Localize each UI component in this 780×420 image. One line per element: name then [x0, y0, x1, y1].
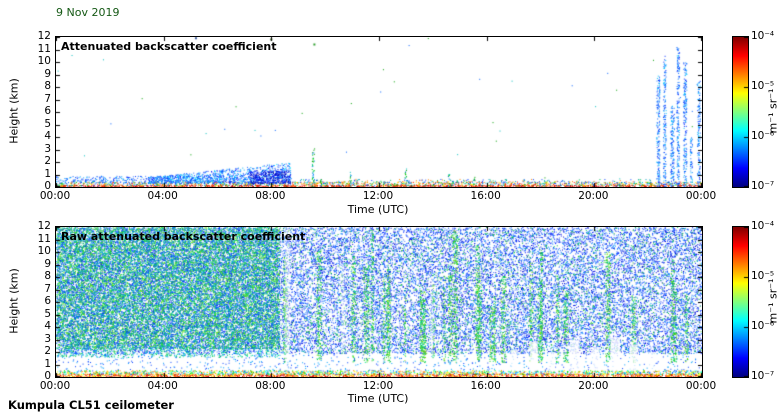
- x-tick-label: 00:00: [39, 380, 71, 392]
- y-tick-label: 9: [44, 257, 51, 270]
- x-tick-label: 08:00: [255, 380, 286, 392]
- colorbar-tick-label: 10⁻⁴: [751, 30, 775, 42]
- colorbar-tick-label: 10⁻⁶: [751, 130, 775, 142]
- bottom-panel-title: Raw attenuated backscatter coefficient: [61, 230, 306, 243]
- y-tick-label: 10: [37, 55, 51, 67]
- y-tick-label: 11: [37, 42, 51, 55]
- y-tick-label: 10: [37, 245, 51, 257]
- y-tick-label: 0: [44, 180, 51, 192]
- y-tick-label: 5: [44, 117, 51, 130]
- y-tick-label: 3: [44, 142, 51, 155]
- colorbar-bottom: [732, 226, 749, 378]
- y-tick-label: 2: [44, 155, 51, 167]
- colorbar-top: [732, 36, 749, 188]
- footer-label: Kumpula CL51 ceilometer: [8, 398, 174, 412]
- x-tick-label: 00:00: [685, 380, 717, 392]
- x-tick-label: 12:00: [362, 190, 394, 202]
- x-tick-label: 08:00: [255, 190, 286, 202]
- colorbar-tick-label: 10⁻⁷: [751, 180, 775, 192]
- x-tick-label: 00:00: [39, 190, 71, 202]
- y-tick-label: 11: [37, 232, 51, 245]
- attenuated-backscatter-heatmap: [56, 37, 702, 187]
- y-tick-label: 7: [44, 92, 51, 105]
- y-tick-label: 4: [44, 130, 51, 142]
- y-tick-label: 0: [44, 370, 51, 382]
- x-tick-label: 16:00: [470, 190, 501, 202]
- y-tick-label: 7: [44, 282, 51, 295]
- y-tick-label: 5: [44, 307, 51, 320]
- x-tick-label: 12:00: [362, 380, 394, 392]
- panel-attenuated-backscatter: Attenuated backscatter coefficient: [55, 36, 703, 188]
- colorbar-bottom-unit-label: m⁻¹ sr⁻¹: [766, 278, 780, 324]
- y-tick-label: 6: [44, 295, 51, 307]
- y-tick-label: 1: [44, 357, 51, 370]
- y-tick-label: 8: [44, 80, 51, 92]
- colorbar-tick-label: 10⁻⁴: [751, 220, 775, 232]
- colorbar-top-gradient: [733, 37, 748, 187]
- y-tick-label: 8: [44, 270, 51, 282]
- colorbar-tick-label: 10⁻⁵: [751, 80, 775, 92]
- y-tick-label: 9: [44, 67, 51, 80]
- x-tick-label: 04:00: [147, 380, 178, 392]
- y-tick-label: 3: [44, 332, 51, 345]
- x-tick-label: 16:00: [470, 380, 501, 392]
- y-tick-label: 2: [44, 345, 51, 357]
- x-tick-label: 00:00: [685, 190, 717, 202]
- y-tick-label: 12: [37, 220, 51, 232]
- raw-attenuated-backscatter-heatmap: [56, 227, 702, 377]
- bottom-y-axis-label: Height (km): [7, 268, 21, 334]
- bottom-x-axis-label: Time (UTC): [347, 392, 409, 405]
- top-panel-title: Attenuated backscatter coefficient: [61, 40, 277, 53]
- x-tick-label: 20:00: [578, 380, 609, 392]
- panel-raw-attenuated-backscatter: Raw attenuated backscatter coefficient: [55, 226, 703, 378]
- x-tick-label: 04:00: [147, 190, 178, 202]
- top-y-axis-label: Height (km): [7, 78, 21, 144]
- x-tick-label: 20:00: [578, 190, 609, 202]
- colorbar-top-unit-label: m⁻¹ sr⁻¹: [766, 88, 780, 134]
- y-tick-label: 1: [44, 167, 51, 180]
- colorbar-tick-label: 10⁻⁶: [751, 320, 775, 332]
- colorbar-tick-label: 10⁻⁵: [751, 270, 775, 282]
- y-tick-label: 12: [37, 30, 51, 42]
- top-x-axis-label: Time (UTC): [347, 203, 409, 216]
- y-tick-label: 6: [44, 105, 51, 117]
- y-tick-label: 4: [44, 320, 51, 332]
- colorbar-tick-label: 10⁻⁷: [751, 370, 775, 382]
- date-label: 9 Nov 2019: [56, 6, 120, 19]
- colorbar-bottom-gradient: [733, 227, 748, 377]
